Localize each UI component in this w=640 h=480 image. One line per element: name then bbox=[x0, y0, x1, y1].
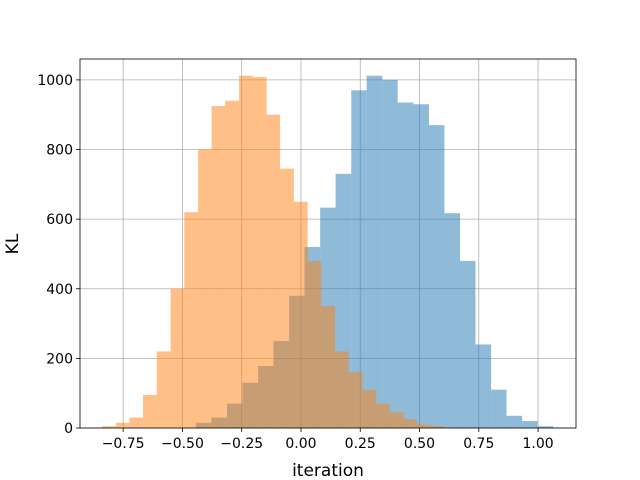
histogram-bar bbox=[321, 306, 336, 428]
x-tick-label: 0.75 bbox=[463, 436, 494, 452]
plot-frame bbox=[79, 58, 577, 429]
histogram-bar bbox=[307, 260, 322, 428]
histogram-bar bbox=[239, 75, 253, 428]
y-tick-label: 1000 bbox=[37, 73, 73, 89]
histogram-bar bbox=[522, 421, 538, 428]
histogram-bar bbox=[491, 389, 507, 428]
x-tick-label: 0.50 bbox=[404, 436, 435, 452]
y-tick-label: 800 bbox=[46, 143, 73, 159]
histogram-bar bbox=[382, 79, 398, 429]
histogram-bar bbox=[266, 114, 281, 428]
histogram-bar bbox=[335, 351, 349, 428]
y-tick-label: 200 bbox=[46, 351, 73, 367]
histogram-bar bbox=[156, 351, 171, 428]
y-axis-label: KL bbox=[3, 233, 23, 254]
histogram-bar bbox=[537, 426, 554, 428]
histogram-bar bbox=[211, 105, 226, 428]
x-tick-label: −0.50 bbox=[161, 436, 204, 452]
x-tick-label: 0.00 bbox=[285, 436, 316, 452]
y-tick-label: 400 bbox=[46, 282, 73, 298]
histogram-bar bbox=[351, 90, 367, 428]
histogram-bar bbox=[389, 412, 404, 428]
histogram-bar bbox=[366, 75, 383, 428]
histogram-bar bbox=[417, 424, 431, 428]
y-tick-label: 600 bbox=[46, 212, 73, 228]
histogram-bar bbox=[102, 426, 116, 428]
histogram-bar bbox=[362, 389, 377, 428]
histogram-bar bbox=[198, 149, 212, 428]
histogram-bar bbox=[170, 288, 185, 428]
histogram-bar bbox=[403, 419, 418, 428]
histogram-bar bbox=[444, 213, 461, 428]
histogram-bar bbox=[143, 394, 157, 428]
histogram-bar bbox=[460, 260, 476, 428]
histogram-bar bbox=[475, 344, 492, 428]
histogram-bar bbox=[413, 104, 430, 429]
histogram-bar bbox=[280, 168, 294, 429]
histogram-bar bbox=[252, 77, 267, 429]
histogram-bar bbox=[293, 201, 308, 428]
histogram-bar bbox=[129, 417, 144, 428]
x-tick-label: −0.75 bbox=[102, 436, 145, 452]
x-tick-label: 1.00 bbox=[522, 436, 553, 452]
histogram-bar bbox=[397, 102, 414, 428]
histogram-bar bbox=[348, 372, 363, 428]
histogram-bar bbox=[429, 125, 445, 428]
histogram-bar bbox=[225, 100, 240, 428]
x-tick-label: −0.25 bbox=[220, 436, 263, 452]
histogram-bar bbox=[506, 415, 523, 428]
histogram-bar bbox=[376, 403, 390, 428]
histogram-bar bbox=[115, 422, 130, 428]
x-axis-label: iteration bbox=[292, 461, 364, 480]
y-tick-label: 0 bbox=[64, 421, 73, 437]
x-tick-label: 0.25 bbox=[345, 436, 376, 452]
histogram-bar bbox=[184, 212, 199, 428]
histogram-bar bbox=[430, 426, 445, 428]
